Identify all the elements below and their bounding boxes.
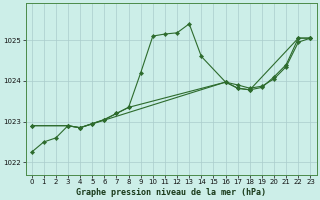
X-axis label: Graphe pression niveau de la mer (hPa): Graphe pression niveau de la mer (hPa) [76,188,266,197]
